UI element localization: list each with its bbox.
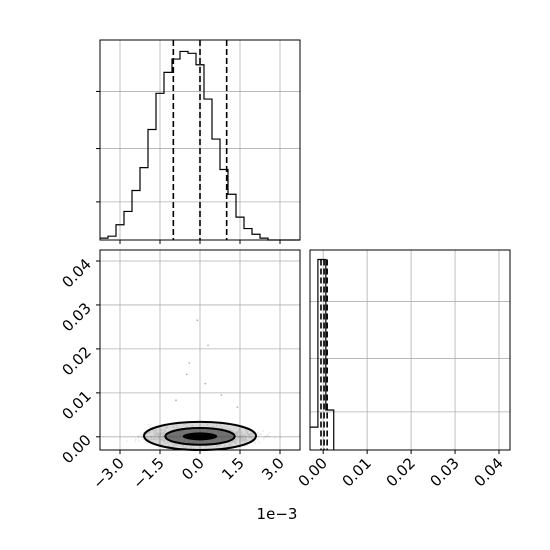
scatter-grid	[100, 250, 300, 450]
scatter-outlier	[196, 319, 199, 322]
x-histogram-panel	[96, 39, 301, 244]
y-histogram-panel: 0.00 0.01 0.02 0.03 0.04	[295, 249, 511, 490]
y-histogram-xtick-label: 0.00	[295, 454, 331, 490]
scatter-xtick-label: −3.0	[89, 454, 127, 492]
scatter-outlier	[188, 362, 191, 364]
x-offset-label: 1e−3	[257, 505, 298, 523]
x-histogram-ticks	[96, 90, 281, 244]
y-histogram-steps	[310, 258, 335, 450]
scatter-xtick-label: 1.5	[218, 454, 248, 484]
y-histogram-quantiles	[320, 259, 328, 450]
scatter-ticks: −3.0 −1.5 0.0 1.5 3.0 0.00 0.01 0.02 0.03 0.04	[58, 255, 287, 493]
scatter-ytick-label: 0.01	[58, 387, 94, 423]
scatter-xtick-label: 0.0	[178, 454, 208, 484]
y-histogram-xtick-label: 0.04	[470, 454, 506, 490]
scatter-outlier	[185, 373, 188, 376]
y-histogram-xtick-label: 0.03	[427, 454, 463, 490]
scatter-outlier	[236, 406, 239, 409]
scatter-ytick-label: 0.04	[58, 255, 94, 291]
y-histogram-frame	[309, 249, 511, 451]
scatter-ytick-label: 0.00	[58, 431, 94, 467]
scatter-outlier	[220, 394, 223, 396]
x-histogram-steps	[100, 50, 300, 241]
scatter-outlier	[204, 382, 207, 385]
y-histogram-grid	[310, 250, 510, 450]
x-histogram-quantiles	[172, 40, 228, 240]
y-histogram-ticks: 0.00 0.01 0.02 0.03 0.04	[295, 450, 507, 490]
scatter-xtick-label: −1.5	[129, 454, 167, 492]
scatter-contour	[164, 427, 236, 446]
scatter-outlier	[175, 399, 177, 402]
scatter-density	[144, 421, 256, 450]
y-histogram-xtick-label: 0.01	[339, 454, 375, 490]
scatter-ytick-label: 0.02	[58, 343, 94, 379]
scatter-outlier	[207, 344, 209, 347]
x-histogram-frame	[99, 39, 301, 241]
y-histogram-xtick-label: 0.02	[383, 454, 419, 490]
scatter-ytick-label: 0.03	[58, 299, 94, 335]
density-core	[182, 432, 218, 441]
scatter-panel: −3.0 −1.5 0.0 1.5 3.0 0.00 0.01 0.02 0.03 0.04 1e…	[58, 249, 301, 523]
scatter-xtick-label: 3.0	[258, 454, 288, 484]
